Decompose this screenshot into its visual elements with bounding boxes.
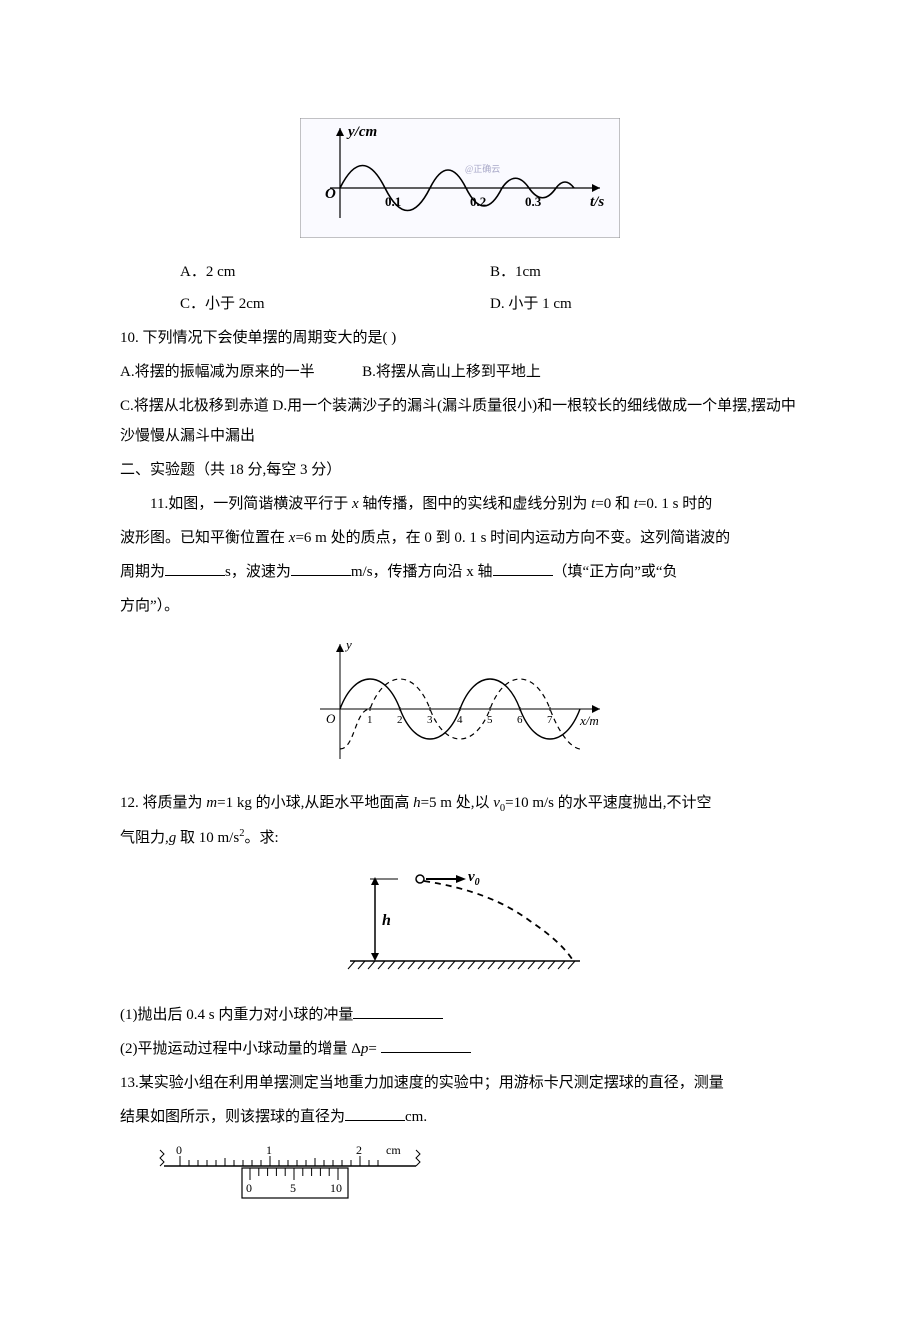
q11-stem-line3: 周期为 s，波速为 m/s，传播方向沿 x 轴 （填“正方向”或“负 [120,557,800,587]
q9-xtick-2: 0.3 [525,194,542,209]
q9-option-a: A．2 cm [180,257,490,287]
q9-origin-label: O [325,186,336,202]
q12-e: 。求: [244,830,278,846]
q9-chart: O y/cm t/s @正确云 0.1 0.2 0.3 [300,118,620,238]
q12-sub1-text: (1)抛出后 0.4 s 内重力对小球的冲量 [120,1007,353,1023]
q12-stem-line2: 气阻力,g 取 10 m/s2。求: [120,823,800,853]
q11-chart: y x/m O 1 2 3 4 5 6 7 [300,629,620,769]
q13-stem-line1: 13.某实验小组在利用单摆测定当地重力加速度的实验中；用游标卡尺测定摆球的直径，… [120,1068,800,1098]
q12-prefix: 12. 将质量为 [120,795,206,811]
q9-option-d: D. 小于 1 cm [490,289,800,319]
q11-y-label: y [344,637,352,652]
q12-c: =10 m/s 的水平速度抛出,不计空 [505,795,711,811]
q12-stem-line1: 12. 将质量为 m=1 kg 的小球,从距水平地面高 h=5 m 处,以 v0… [120,788,800,819]
q12-blank2 [381,1037,471,1053]
q12-d-suffix: 取 10 m/s [176,830,239,846]
q11-origin: O [326,711,336,726]
q11-p1-mid2: =0 和 [595,496,633,512]
q11-p1-prefix: 11.如图，一列简谐横波平行于 [150,496,352,512]
q11-xtick-5: 5 [487,714,493,726]
q9-options-row1: A．2 cm B．1cm [180,257,800,287]
q12-v0-label: v0 [468,869,480,888]
q10-option-a: A.将摆的振幅减为原来的一半 [120,364,315,380]
q13-figure: 0 1 2 cm [150,1140,800,1231]
q12-blank1 [353,1003,443,1019]
q11-p2-mid: =6 m 处的质点，在 0 到 0. 1 s 时间内运动方向不变。这列简谐波的 [295,530,730,546]
q9-watermark: @正确云 [465,163,500,174]
q11-blank-period [165,560,225,576]
q11-figure: y x/m O 1 2 3 4 5 6 7 [120,629,800,780]
q11-stem-line4: 方向”）。 [120,591,800,621]
q13-blank [345,1105,405,1121]
q12-ground-hatch [348,961,575,969]
q11-p3-a: 周期为 [120,564,165,580]
q13-vernier: 0 1 2 cm [150,1140,430,1220]
q12-b: =5 m 处,以 [421,795,494,811]
q11-p3-d: （填“正方向”或“负 [553,564,678,580]
q9-y-label: y/cm [346,124,377,140]
q12-m: m [206,795,217,811]
q13-vernier-10: 10 [330,1181,342,1195]
q13-main-labels: 0 1 2 cm [176,1143,401,1157]
q11-x-label: x/m [579,713,599,728]
q11-p1-mid1: 轴传播，图中的实线和虚线分别为 [359,496,592,512]
q9-options-row2: C．小于 2cm D. 小于 1 cm [180,289,800,319]
q13-p2-b: cm. [405,1109,427,1125]
q13-main-unit: cm [386,1143,401,1157]
q12-sub2-suffix: = [368,1041,380,1057]
q12-sub1: (1)抛出后 0.4 s 内重力对小球的冲量 [120,1000,800,1030]
q11-xtick-1: 1 [367,714,373,726]
q13-main-1: 1 [266,1143,272,1157]
q11-blank-speed [291,560,351,576]
q11-p1-suffix: =0. 1 s 时的 [638,496,712,512]
q10-option-b: B.将摆从高山上移到平地上 [362,364,541,380]
q10-options-ab: A.将摆的振幅减为原来的一半 B.将摆从高山上移到平地上 [120,357,800,387]
q10-option-cd: C.将摆从北极移到赤道 D.用一个装满沙子的漏斗(漏斗质量很小)和一根较长的细线… [120,391,800,451]
q12-diagram: h v0 [320,861,600,981]
q13-main-2: 2 [356,1143,362,1157]
q11-p2-prefix: 波形图。已知平衡位置在 [120,530,289,546]
q9-t-label: t/s [590,194,604,210]
section2-title: 二、实验题（共 18 分,每空 3 分） [120,455,800,485]
q12-h-label: h [382,912,391,929]
q13-stem-line2: 结果如图所示，则该摆球的直径为 cm. [120,1102,800,1132]
q11-xtick-3: 3 [427,714,433,726]
q12-a: =1 kg 的小球,从距水平地面高 [217,795,413,811]
q12-d-prefix: 气阻力, [120,830,169,846]
q12-v0: v [493,795,500,811]
q11-p3-b: s，波速为 [225,564,291,580]
q12-trajectory [424,881,572,959]
q11-xtick-7: 7 [547,714,553,726]
q11-stem-line2: 波形图。已知平衡位置在 x=6 m 处的质点，在 0 到 0. 1 s 时间内运… [120,523,800,553]
q12-ball [416,875,424,883]
q11-blank-dir [493,560,553,576]
q13-vernier-5: 5 [290,1181,296,1195]
q11-xtick-2: 2 [397,714,403,726]
q12-figure: h v0 [120,861,800,992]
q13-main-0: 0 [176,1143,182,1157]
q13-vernier-0: 0 [246,1181,252,1195]
q9-option-c: C．小于 2cm [180,289,490,319]
q13-main-ticks [180,1156,378,1166]
q11-stem-line1: 11.如图，一列简谐横波平行于 x 轴传播，图中的实线和虚线分别为 t=0 和 … [120,489,800,519]
q9-figure: O y/cm t/s @正确云 0.1 0.2 0.3 [120,118,800,249]
q10-stem: 10. 下列情况下会使单摆的周期变大的是( ) [120,323,800,353]
q12-sub2-prefix: (2)平抛运动过程中小球动量的增量 Δ [120,1041,361,1057]
q13-p2-a: 结果如图所示，则该摆球的直径为 [120,1109,345,1125]
q11-p3-c: m/s，传播方向沿 x 轴 [351,564,493,580]
q12-sub2: (2)平抛运动过程中小球动量的增量 Δp= [120,1034,800,1064]
q9-option-b: B．1cm [490,257,800,287]
q12-h: h [413,795,421,811]
